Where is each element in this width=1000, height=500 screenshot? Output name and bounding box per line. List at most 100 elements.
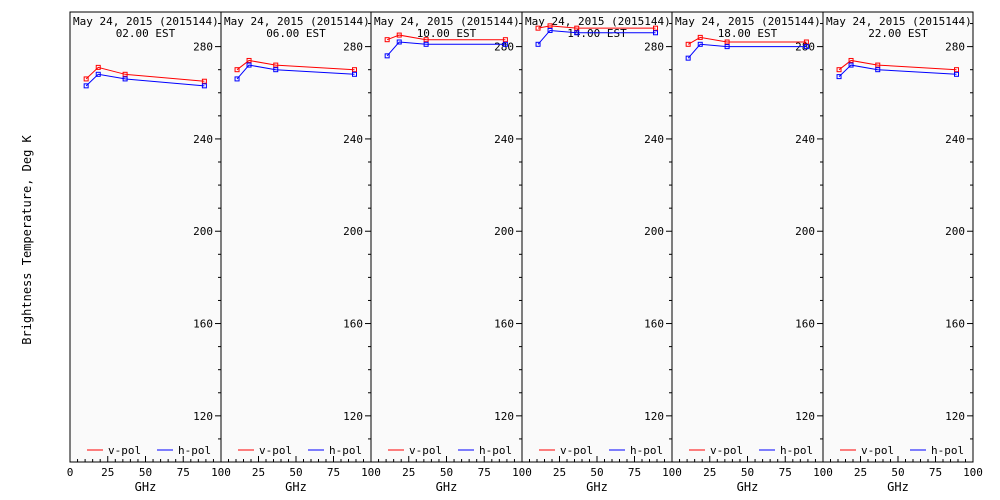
x-tick-label: 100	[211, 466, 231, 479]
x-tick-label: 100	[361, 466, 381, 479]
y-tick-label: 160	[494, 318, 514, 331]
x-tick-label: 25	[553, 466, 566, 479]
y-tick-label: 200	[494, 225, 514, 238]
y-tick-label: 280	[193, 41, 213, 54]
legend-label: v-pol	[710, 444, 743, 457]
y-tick-label: 160	[644, 318, 664, 331]
panel-title: May 24, 2015 (2015144)	[675, 15, 821, 28]
data-point	[396, 32, 402, 38]
panel-time: 18.00 EST	[718, 27, 778, 40]
data-point	[954, 67, 959, 73]
y-tick-label: 160	[795, 318, 815, 331]
panel-time: 14.00 EST	[567, 27, 627, 40]
data-point	[201, 83, 207, 89]
series-v-pol	[384, 32, 508, 43]
x-tick-label: 100	[662, 466, 682, 479]
x-axis-label: GHz	[586, 480, 608, 494]
panel-frame	[521, 11, 673, 463]
series-line	[687, 36, 807, 45]
panel-title: May 24, 2015 (2015144)	[73, 15, 219, 28]
x-tick-label: 50	[891, 466, 904, 479]
y-tick-label: 280	[343, 41, 363, 54]
y-tick-label: 200	[193, 225, 213, 238]
x-tick-label: 75	[628, 466, 641, 479]
data-point	[273, 67, 279, 73]
y-tick-label: 240	[945, 133, 965, 146]
data-point	[122, 76, 128, 82]
legend-label: h-pol	[329, 444, 362, 457]
x-tick-label: 75	[177, 466, 190, 479]
y-tick-label: 280	[945, 41, 965, 54]
legend-label: h-pol	[479, 444, 512, 457]
data-point	[384, 37, 390, 43]
data-point	[95, 64, 101, 70]
data-point	[848, 57, 854, 63]
legend-label: v-pol	[108, 444, 141, 457]
panel-frame	[69, 11, 222, 463]
x-tick-label: 50	[139, 466, 152, 479]
panel-frame	[370, 11, 523, 463]
panel-3: May 24, 2015 (2015144)10.00 EST 120 160 200…	[370, 11, 532, 494]
panel-time: 02.00 EST	[116, 27, 176, 40]
x-tick-label: 100	[813, 466, 833, 479]
x-tick-label: 25	[703, 466, 716, 479]
legend-label: h-pol	[780, 444, 813, 457]
data-point	[384, 53, 390, 59]
x-tick-label: 0	[67, 466, 74, 479]
series-line	[386, 41, 506, 57]
x-tick-label: 100	[512, 466, 532, 479]
series-line	[687, 43, 807, 59]
y-tick-label: 240	[193, 133, 213, 146]
legend: v-pol h-pol	[238, 444, 362, 457]
legend-label: h-pol	[931, 444, 964, 457]
data-point	[836, 67, 842, 73]
series-h-pol	[836, 62, 959, 80]
series-v-pol	[535, 23, 658, 31]
data-point	[685, 55, 691, 61]
x-axis-label: GHz	[436, 480, 458, 494]
x-tick-label: 25	[402, 466, 415, 479]
data-point	[246, 57, 252, 63]
series-h-pol	[234, 62, 357, 82]
series-line	[537, 25, 656, 29]
panel-frame	[220, 11, 372, 463]
data-point	[234, 67, 240, 73]
x-tick-label: 25	[854, 466, 867, 479]
panel-frame	[822, 11, 974, 463]
y-tick-label: 120	[494, 410, 514, 423]
data-point	[535, 41, 541, 47]
y-tick-label: 120	[193, 410, 213, 423]
data-point	[875, 62, 881, 68]
legend: v-pol h-pol	[388, 444, 512, 457]
series-v-pol	[685, 34, 809, 47]
panel-title: May 24, 2015 (2015144)	[826, 15, 972, 28]
series-line	[838, 64, 957, 77]
panel-time: 10.00 EST	[417, 27, 477, 40]
legend: v-pol h-pol	[87, 444, 211, 457]
data-point	[423, 41, 429, 47]
data-point	[574, 30, 580, 36]
panel-time: 06.00 EST	[266, 27, 326, 40]
series-line	[85, 66, 205, 82]
legend: v-pol h-pol	[840, 444, 964, 457]
data-point	[574, 25, 580, 31]
data-point	[724, 39, 730, 45]
panels: May 24, 2015 (2015144)02.00 EST120160200…	[67, 11, 983, 494]
data-point	[423, 37, 429, 43]
panel-title: May 24, 2015 (2015144)	[525, 15, 671, 28]
y-axis-label: Brightness Temperature, Deg K	[20, 134, 34, 344]
data-point	[653, 25, 658, 31]
data-point	[547, 23, 553, 29]
series-line	[386, 34, 506, 41]
y-tick-label: 240	[343, 133, 363, 146]
x-tick-label: 75	[779, 466, 792, 479]
x-tick-label: 25	[101, 466, 114, 479]
data-point	[535, 25, 541, 31]
x-tick-label: 50	[440, 466, 453, 479]
data-point	[685, 41, 691, 47]
series-v-pol	[836, 57, 959, 73]
panel-frame	[671, 11, 824, 463]
data-point	[502, 37, 508, 43]
data-point	[396, 39, 402, 45]
